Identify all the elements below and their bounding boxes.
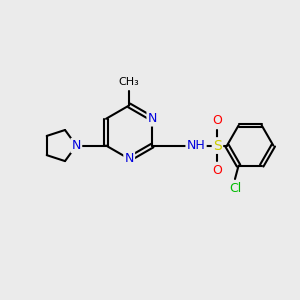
Text: O: O: [212, 164, 222, 177]
Text: Cl: Cl: [229, 182, 241, 195]
Text: S: S: [213, 139, 222, 152]
Text: N: N: [124, 152, 134, 165]
Text: O: O: [212, 114, 222, 127]
Text: NH: NH: [187, 139, 206, 152]
Text: N: N: [72, 139, 81, 152]
Text: N: N: [148, 112, 157, 125]
Text: CH₃: CH₃: [119, 77, 140, 87]
